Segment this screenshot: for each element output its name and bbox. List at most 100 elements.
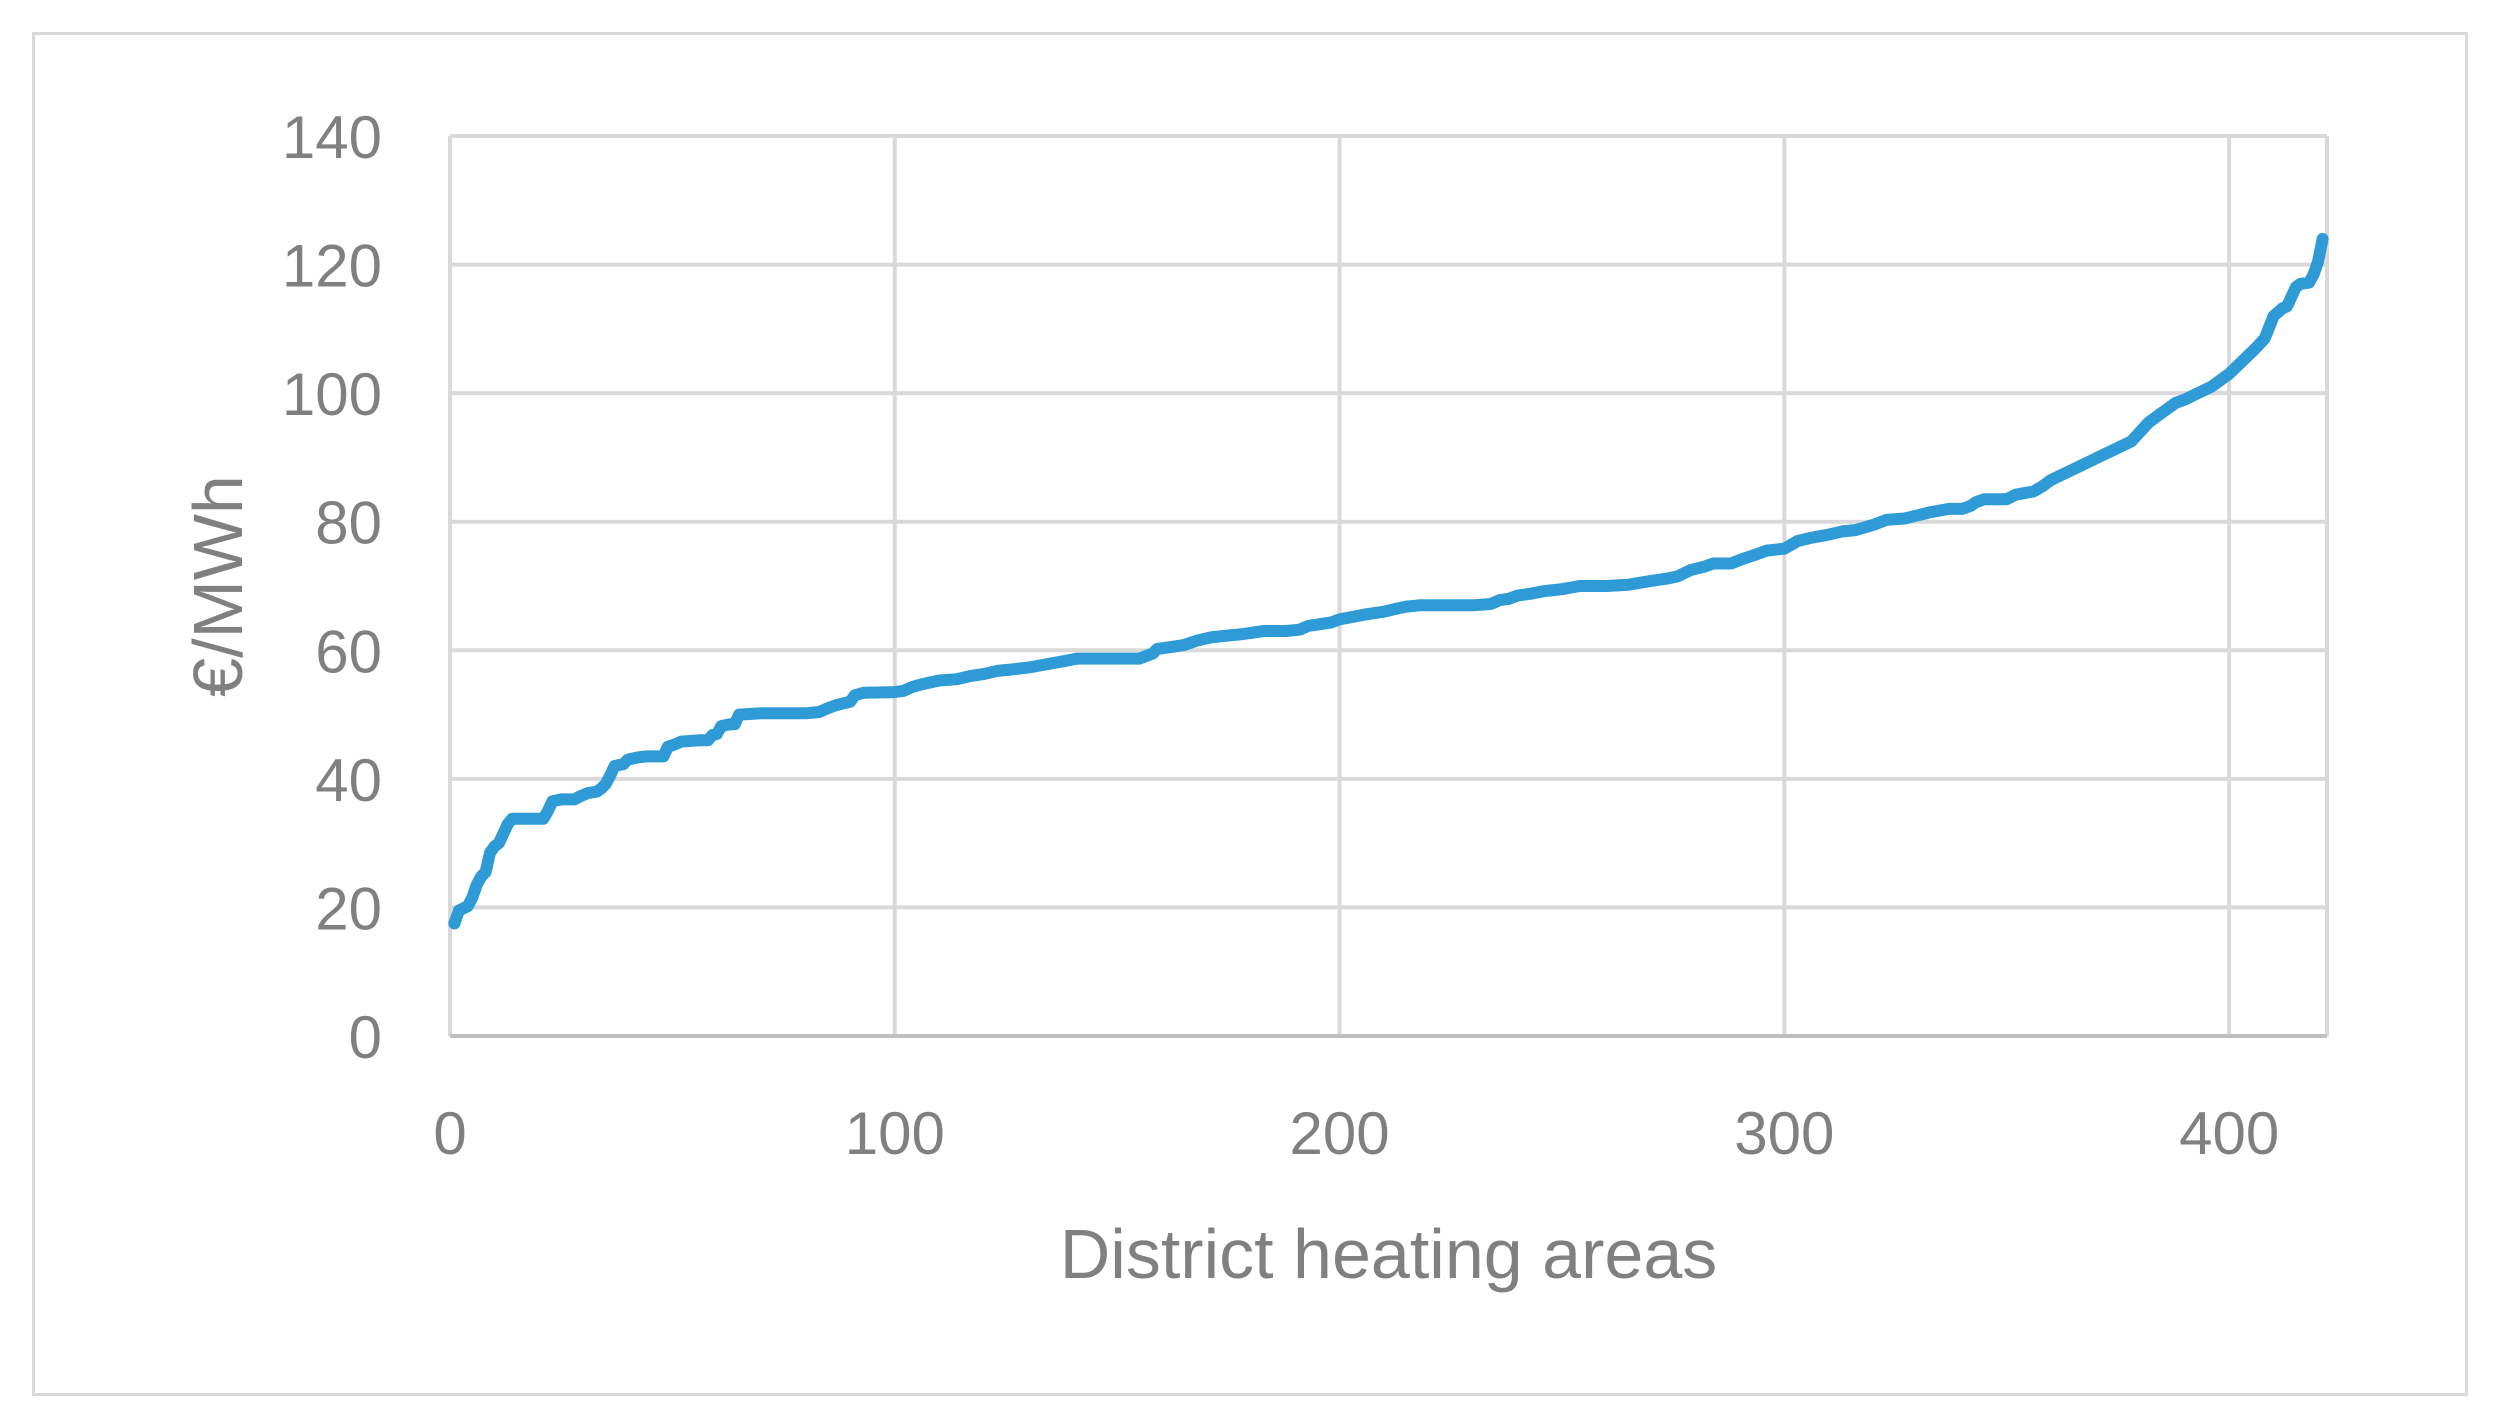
data-point-157 [2308, 268, 2320, 280]
data-point-3 [466, 892, 478, 904]
y-axis-title: €/MWh [179, 475, 257, 697]
data-point-74 [1222, 630, 1234, 642]
data-point-64 [1071, 653, 1083, 665]
data-point-67 [1133, 653, 1145, 665]
x-tick-label-100: 100 [845, 1100, 945, 1167]
data-point-135 [2085, 455, 2097, 467]
y-tick-label-40: 40 [315, 747, 382, 814]
data-point-66 [1111, 653, 1123, 665]
data-point-63 [1058, 655, 1070, 667]
data-point-120 [1899, 513, 1911, 525]
data-point-129 [2010, 489, 2022, 501]
data-point-96 [1525, 588, 1537, 600]
data-point-102 [1645, 575, 1657, 587]
data-point-121 [1912, 509, 1924, 521]
data-point-59 [991, 665, 1003, 677]
data-point-97 [1538, 585, 1550, 597]
data-point-58 [978, 668, 990, 680]
data-point-149 [2250, 342, 2262, 354]
y-tick-label-60: 60 [315, 618, 382, 685]
data-point-134 [2072, 461, 2084, 473]
x-tick-label-200: 200 [1290, 1100, 1390, 1167]
y-tick-label-80: 80 [315, 490, 382, 557]
data-point-0 [448, 918, 460, 930]
data-point-30 [640, 750, 652, 762]
data-point-115 [1823, 529, 1835, 541]
data-point-127 [1979, 493, 1991, 505]
data-point-139 [2134, 426, 2146, 438]
data-point-6 [480, 866, 492, 878]
data-point-76 [1245, 627, 1257, 639]
data-point-42 [733, 709, 745, 721]
y-tick-label-120: 120 [282, 233, 382, 300]
data-point-123 [1943, 503, 1955, 515]
data-point-65 [1089, 653, 1101, 665]
y-tick-labels: 0 20 40 60 80 100 120 140 [282, 104, 382, 1071]
data-point-57 [964, 670, 976, 682]
data-point-85 [1360, 608, 1372, 620]
data-point-69 [1151, 643, 1163, 655]
x-axis-title: District heating areas [1060, 1215, 1718, 1293]
y-tick-label-100: 100 [282, 361, 382, 428]
chart-frame [32, 32, 2468, 1396]
data-point-107 [1707, 558, 1719, 570]
vertical-gridlines [448, 136, 2329, 1036]
data-points [448, 233, 2328, 930]
horizontal-gridlines [450, 134, 2327, 910]
data-point-54 [916, 678, 928, 690]
data-point-55 [933, 675, 945, 687]
data-point-147 [2223, 368, 2235, 380]
data-point-78 [1280, 625, 1292, 637]
data-point-112 [1778, 543, 1790, 555]
data-point-113 [1792, 535, 1804, 547]
data-point-34 [675, 736, 687, 748]
data-point-137 [2112, 442, 2124, 454]
data-point-132 [2045, 474, 2057, 486]
data-point-61 [1022, 662, 1034, 674]
data-point-114 [1805, 532, 1817, 544]
data-point-150 [2259, 333, 2271, 345]
data-point-18 [555, 793, 567, 805]
data-point-44 [800, 707, 812, 719]
data-point-100 [1600, 580, 1612, 592]
data-point-72 [1191, 635, 1203, 647]
data-point-116 [1836, 525, 1848, 537]
y-tick-label-140: 140 [282, 104, 382, 171]
data-point-119 [1881, 514, 1893, 526]
data-point-56 [951, 673, 963, 685]
data-point-73 [1205, 631, 1217, 643]
y-tick-label-0: 0 [349, 1004, 382, 1071]
data-point-133 [2059, 468, 2071, 480]
data-point-81 [1311, 619, 1323, 631]
data-point-13 [511, 813, 523, 825]
data-point-71 [1178, 639, 1190, 651]
x-tick-labels: 0 100 200 300 400 [433, 1100, 2279, 1167]
data-point-108 [1725, 558, 1737, 570]
data-point-50 [858, 687, 870, 699]
data-point-117 [1850, 524, 1862, 536]
x-tick-label-300: 300 [1734, 1100, 1834, 1167]
data-point-77 [1258, 625, 1270, 637]
data-point-91 [1467, 599, 1479, 611]
x-tick-label-400: 400 [2179, 1100, 2279, 1167]
data-point-122 [1925, 506, 1937, 518]
data-point-158 [2312, 255, 2324, 267]
data-point-95 [1512, 590, 1524, 602]
data-point-111 [1761, 545, 1773, 557]
data-point-60 [1004, 664, 1016, 676]
data-point-84 [1347, 611, 1359, 623]
data-point-47 [831, 699, 843, 711]
data-point-148 [2237, 355, 2249, 367]
data-point-153 [2281, 300, 2293, 312]
data-point-118 [1867, 519, 1879, 531]
data-point-99 [1574, 580, 1586, 592]
data-point-88 [1400, 601, 1412, 613]
data-point-83 [1334, 613, 1346, 625]
data-point-43 [755, 707, 767, 719]
data-point-159 [2317, 233, 2329, 245]
data-point-86 [1378, 606, 1390, 618]
x-tick-label-0: 0 [433, 1100, 466, 1167]
data-point-89 [1414, 599, 1426, 611]
data-point-141 [2156, 406, 2168, 418]
data-point-138 [2125, 435, 2137, 447]
